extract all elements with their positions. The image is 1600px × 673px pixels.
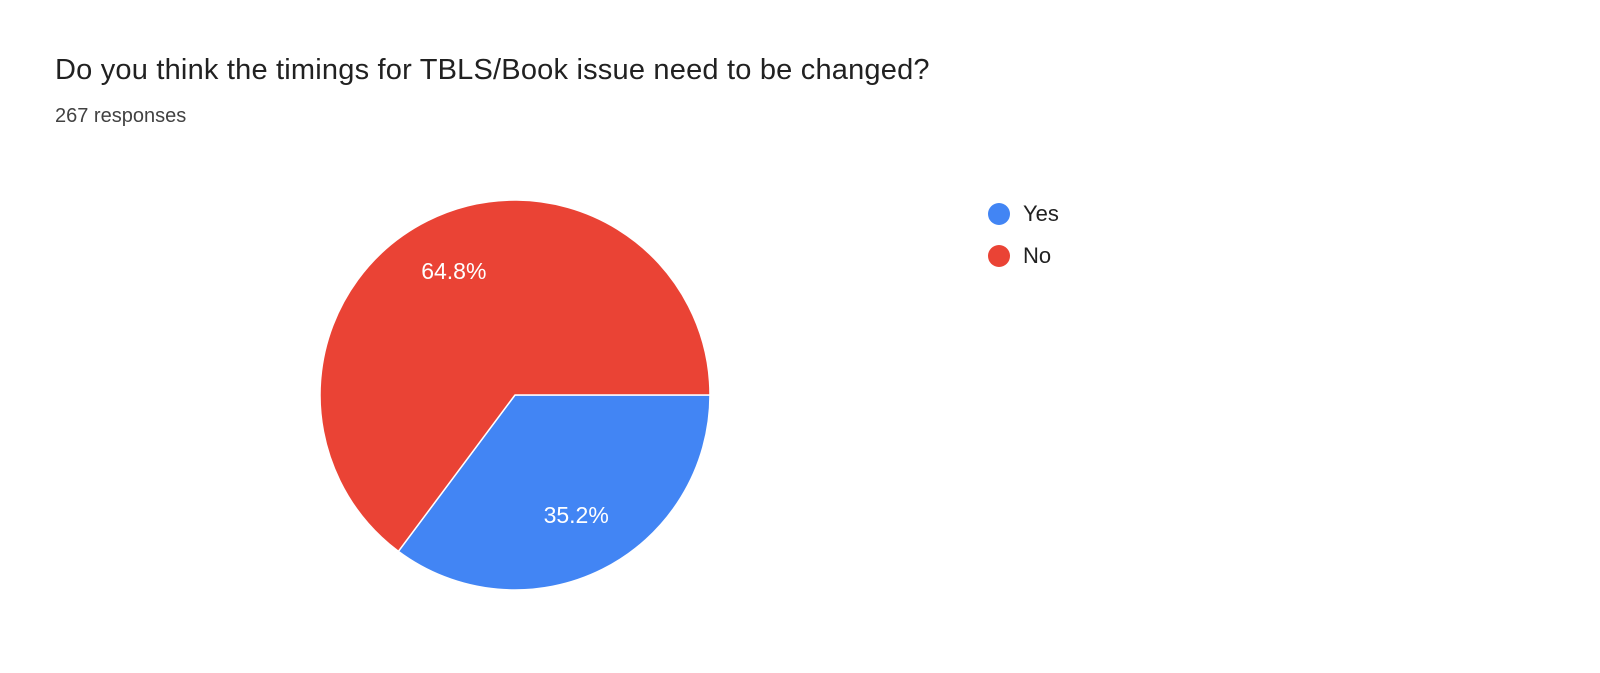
pie-slice-no[interactable] (319, 199, 711, 553)
legend-item-yes: Yes (988, 200, 1059, 228)
legend-item-no: No (988, 242, 1059, 270)
question-title: Do you think the timings for TBLS/Book i… (55, 54, 930, 86)
pie-slice-label-yes: 35.2% (544, 502, 609, 528)
legend-label-no: No (1023, 243, 1052, 268)
responses-count: 267 responses (55, 105, 187, 127)
legend-swatch-yes-icon (988, 203, 1010, 225)
legend-label-yes: Yes (1023, 201, 1059, 226)
chart-legend: Yes No (988, 200, 1059, 270)
legend-swatch-no-icon (988, 245, 1010, 267)
pie-chart: 35.2% 64.8% (315, 195, 715, 595)
pie-slice-label-no: 64.8% (421, 258, 486, 284)
pie-slice-yes[interactable] (397, 394, 711, 591)
pie-chart-svg: 35.2% 64.8% (319, 199, 711, 591)
